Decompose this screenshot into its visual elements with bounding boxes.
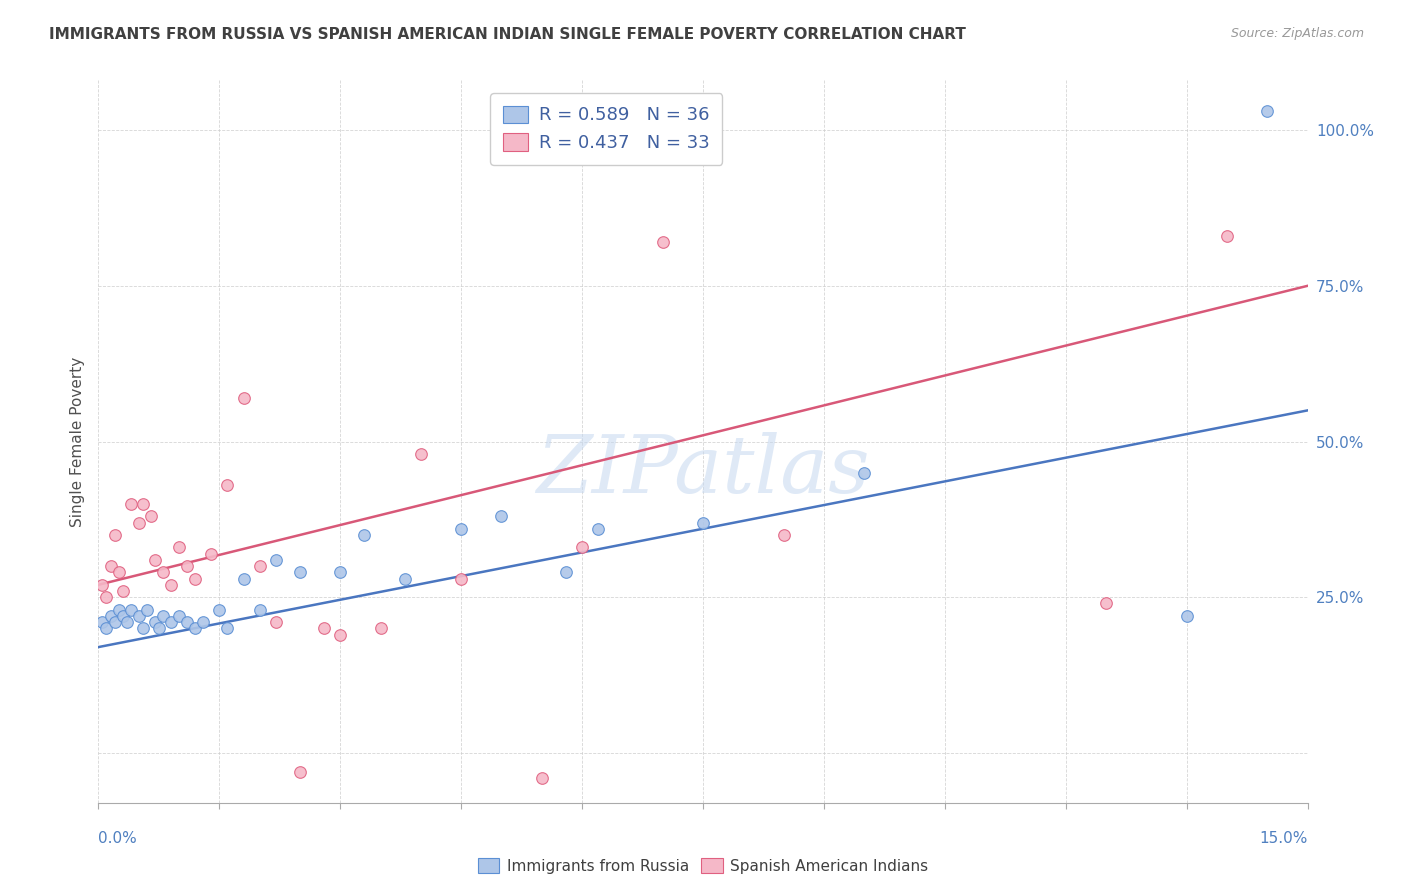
Point (111, 609, 134, 624)
Point (160, 578, 183, 592)
Point (91, 615, 114, 630)
Point (232, 572, 254, 586)
Point (249, 603, 271, 617)
Point (232, 391, 254, 405)
Point (409, 447, 432, 461)
Legend: R = 0.589   N = 36, R = 0.437   N = 33: R = 0.589 N = 36, R = 0.437 N = 33 (491, 93, 723, 165)
Point (107, 603, 129, 617)
Point (491, 509, 513, 524)
Point (103, 615, 125, 630)
Point (120, 603, 142, 617)
Point (394, 572, 416, 586)
Point (217, 621, 239, 635)
Point (128, 609, 150, 624)
Point (450, 522, 472, 536)
Point (139, 509, 162, 524)
Text: ZIPatlas: ZIPatlas (536, 432, 870, 509)
Point (353, 528, 375, 542)
Point (115, 615, 138, 630)
Text: Source: ZipAtlas.com: Source: ZipAtlas.com (1230, 27, 1364, 40)
Point (132, 497, 155, 511)
Point (152, 609, 174, 624)
Point (96, 591, 118, 605)
Point (143, 553, 166, 567)
Point (370, 621, 392, 635)
Point (1256, 104, 1278, 119)
Point (120, 497, 142, 511)
Y-axis label: Single Female Poverty: Single Female Poverty (69, 357, 84, 526)
Point (100, 609, 122, 624)
Point (128, 516, 150, 530)
Point (772, 528, 794, 542)
Text: 15.0%: 15.0% (1260, 831, 1308, 846)
Text: 0.0%: 0.0% (98, 831, 138, 846)
Point (100, 559, 122, 574)
Point (314, 621, 336, 635)
Point (200, 547, 222, 561)
Point (176, 615, 198, 630)
Point (288, 566, 311, 580)
Point (208, 603, 231, 617)
Point (160, 615, 183, 630)
Point (91, 578, 114, 592)
Legend: Immigrants from Russia, Spanish American Indians: Immigrants from Russia, Spanish American… (471, 852, 935, 880)
Point (135, 603, 157, 617)
Point (1175, 609, 1198, 624)
Point (176, 559, 198, 574)
Point (450, 572, 472, 586)
Point (103, 528, 125, 542)
Point (1216, 229, 1239, 244)
Point (264, 615, 287, 630)
Point (152, 566, 174, 580)
Point (184, 621, 207, 635)
Point (692, 516, 714, 530)
Point (217, 478, 239, 492)
Point (193, 615, 215, 630)
Point (329, 627, 352, 641)
Point (167, 541, 190, 555)
Point (96, 621, 118, 635)
Point (571, 541, 593, 555)
Point (184, 572, 207, 586)
Point (143, 615, 166, 630)
Point (288, 764, 311, 779)
Text: IMMIGRANTS FROM RUSSIA VS SPANISH AMERICAN INDIAN SINGLE FEMALE POVERTY CORRELAT: IMMIGRANTS FROM RUSSIA VS SPANISH AMERIC… (49, 27, 966, 42)
Point (148, 621, 170, 635)
Point (853, 466, 876, 480)
Point (555, 566, 578, 580)
Point (586, 522, 609, 536)
Point (651, 235, 673, 250)
Point (249, 559, 271, 574)
Point (530, 771, 553, 785)
Point (167, 609, 190, 624)
Point (107, 566, 129, 580)
Point (1095, 597, 1118, 611)
Point (132, 621, 155, 635)
Point (329, 566, 352, 580)
Point (111, 584, 134, 599)
Point (264, 553, 287, 567)
